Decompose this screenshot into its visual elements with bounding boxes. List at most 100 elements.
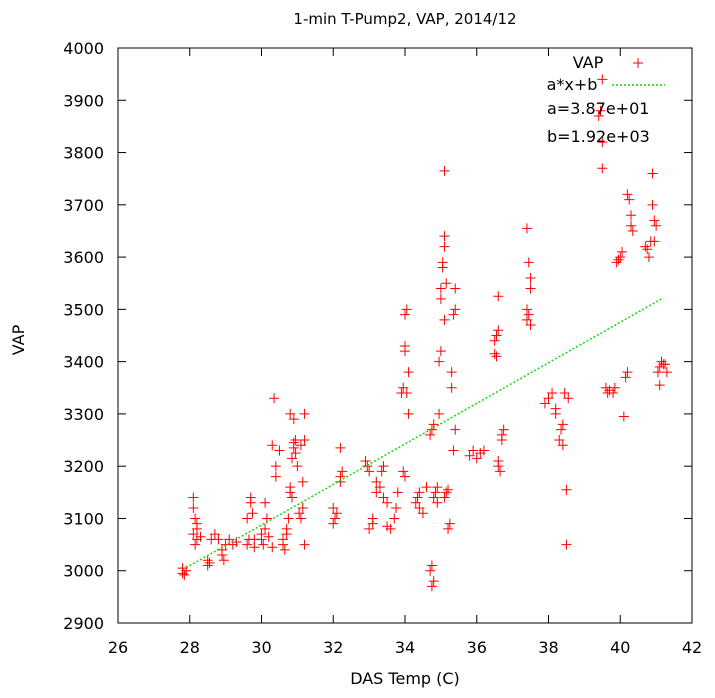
data-point bbox=[279, 544, 290, 555]
x-tick-label: 32 bbox=[323, 638, 343, 657]
data-point bbox=[450, 283, 461, 294]
y-tick-label: 4000 bbox=[63, 39, 104, 58]
data-point bbox=[290, 448, 301, 459]
data-point bbox=[448, 309, 459, 320]
data-point bbox=[446, 382, 457, 393]
data-point bbox=[627, 225, 638, 236]
data-point bbox=[400, 309, 410, 320]
data-point bbox=[609, 382, 620, 393]
data-point bbox=[382, 497, 393, 508]
data-point bbox=[299, 408, 310, 419]
data-point bbox=[647, 199, 658, 210]
data-point bbox=[297, 476, 308, 487]
data-point bbox=[371, 476, 382, 487]
data-point bbox=[430, 487, 441, 498]
x-tick-label: 36 bbox=[467, 638, 487, 657]
data-point bbox=[435, 283, 446, 294]
data-point bbox=[439, 241, 450, 252]
data-point bbox=[278, 534, 289, 545]
data-point bbox=[523, 257, 534, 268]
y-tick-label: 3800 bbox=[63, 144, 104, 163]
data-point bbox=[392, 487, 403, 498]
data-point bbox=[330, 513, 341, 524]
data-point bbox=[624, 194, 635, 205]
data-point bbox=[188, 529, 199, 540]
data-point bbox=[188, 503, 199, 513]
data-point bbox=[288, 437, 299, 448]
data-point bbox=[398, 466, 409, 477]
data-point bbox=[295, 513, 306, 524]
data-point bbox=[258, 539, 269, 550]
data-point bbox=[491, 330, 502, 341]
data-point bbox=[195, 531, 206, 542]
chart-title: 1-min T-Pump2, VAP, 2014/12 bbox=[293, 10, 516, 28]
data-point bbox=[521, 223, 532, 234]
data-point bbox=[401, 388, 412, 398]
data-point bbox=[292, 461, 303, 472]
data-point bbox=[660, 359, 671, 370]
data-point bbox=[439, 231, 450, 242]
data-point bbox=[432, 497, 443, 508]
data-point bbox=[543, 393, 554, 404]
data-point bbox=[371, 487, 382, 498]
data-point bbox=[626, 210, 637, 221]
data-point bbox=[288, 414, 299, 425]
data-point bbox=[493, 325, 504, 336]
data-point bbox=[443, 523, 454, 534]
y-tick-label: 3700 bbox=[63, 196, 104, 215]
data-point bbox=[188, 492, 199, 503]
data-point bbox=[561, 539, 572, 550]
data-point bbox=[270, 461, 281, 472]
data-point bbox=[652, 367, 663, 378]
x-axis-label: DAS Temp (C) bbox=[350, 669, 460, 688]
data-point bbox=[328, 518, 339, 529]
x-tick-label: 38 bbox=[538, 638, 558, 657]
data-point bbox=[378, 461, 389, 472]
data-point bbox=[435, 346, 446, 357]
data-point bbox=[654, 380, 665, 391]
y-tick-label: 3900 bbox=[63, 91, 104, 110]
data-point bbox=[285, 482, 296, 493]
data-point bbox=[256, 529, 267, 540]
data-point bbox=[294, 508, 305, 519]
data-point bbox=[295, 440, 306, 451]
data-point bbox=[274, 445, 285, 456]
data-point bbox=[593, 110, 604, 121]
data-point bbox=[618, 411, 629, 422]
data-point bbox=[597, 137, 608, 148]
data-point bbox=[331, 508, 342, 519]
data-point bbox=[434, 356, 445, 367]
data-point bbox=[403, 408, 414, 419]
y-tick-label: 3300 bbox=[63, 405, 104, 424]
x-tick-label: 34 bbox=[395, 638, 415, 657]
legend-marker-vap bbox=[633, 58, 643, 68]
x-tick-label: 42 bbox=[682, 638, 702, 657]
data-point bbox=[242, 513, 253, 524]
data-point bbox=[209, 529, 220, 540]
data-point bbox=[559, 388, 570, 398]
data-point bbox=[561, 484, 572, 495]
data-point bbox=[450, 304, 461, 315]
data-point bbox=[523, 309, 534, 320]
data-point bbox=[269, 393, 280, 404]
fit-line-group bbox=[182, 297, 664, 571]
data-point bbox=[417, 508, 428, 519]
data-point bbox=[374, 482, 385, 493]
data-point bbox=[425, 429, 436, 440]
data-point bbox=[448, 445, 459, 456]
data-point bbox=[444, 518, 455, 529]
data-point bbox=[337, 466, 348, 477]
data-point bbox=[495, 466, 506, 477]
data-point bbox=[464, 450, 475, 461]
data-point bbox=[525, 320, 536, 331]
y-tick-label: 3400 bbox=[63, 353, 104, 372]
data-point bbox=[391, 503, 402, 513]
data-point bbox=[270, 471, 281, 482]
data-point bbox=[491, 351, 502, 362]
data-point bbox=[622, 367, 633, 378]
data-point bbox=[414, 487, 425, 498]
x-tick-label: 40 bbox=[610, 638, 630, 657]
data-point bbox=[285, 408, 296, 419]
